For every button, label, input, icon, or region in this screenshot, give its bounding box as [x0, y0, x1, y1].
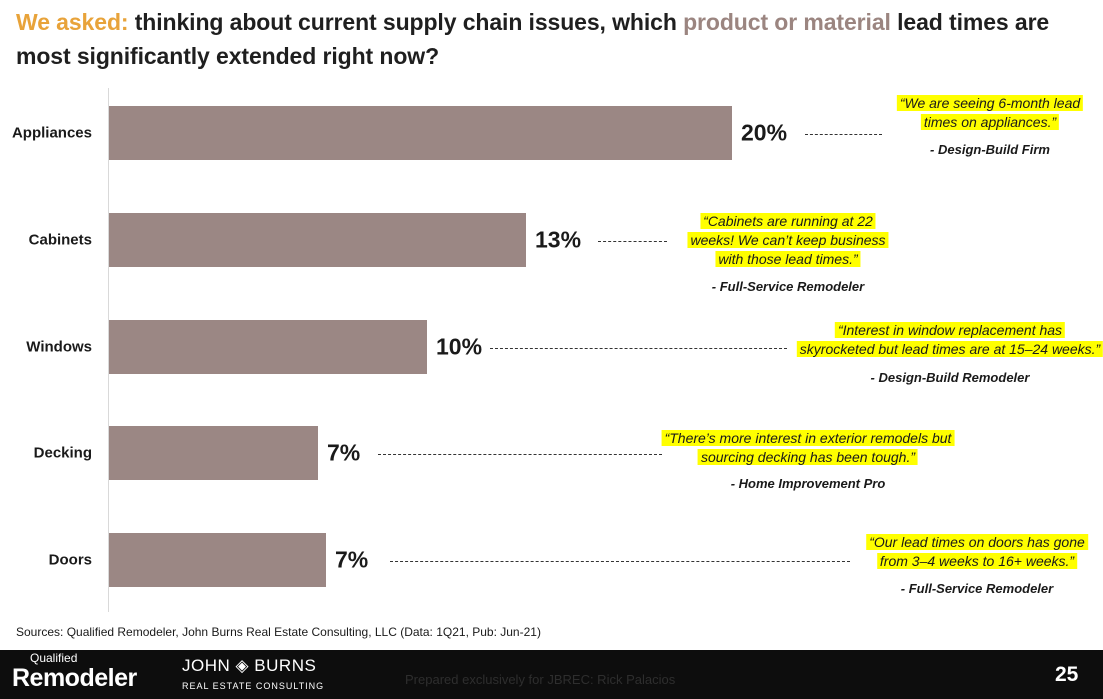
category-label: Appliances	[11, 124, 92, 142]
data-label: 10%	[436, 333, 483, 360]
title-accent: We asked:	[16, 9, 129, 35]
data-label: 7%	[327, 439, 361, 466]
quote-attribution: - Home Improvement Pro	[730, 476, 886, 491]
quote: “There’s more interest in exterior remod…	[661, 429, 955, 467]
quote-line: weeks! We can’t keep business	[687, 232, 889, 248]
quote-attribution: - Full-Service Remodeler	[711, 279, 865, 294]
quote-line: times on appliances.”	[920, 114, 1060, 130]
logo-text: REAL ESTATE CONSULTING	[182, 681, 325, 691]
quote-attribution: - Design-Build Remodeler	[870, 370, 1030, 385]
bar-decking	[109, 426, 318, 480]
title-text-end: lead times are most significantly extend…	[16, 9, 1050, 69]
quote-line: “We are seeing 6-month lead	[896, 95, 1084, 111]
quote-line: from 3–4 weeks to 16+ weeks.”	[876, 553, 1078, 569]
title-highlight: product or material	[683, 9, 891, 35]
category-axis	[108, 88, 109, 612]
logo-text: JOHN ◈ BURNS	[182, 656, 317, 675]
data-label: 20%	[741, 119, 788, 146]
quote-line: “There’s more interest in exterior remod…	[661, 430, 955, 446]
quote: “We are seeing 6-month lead times on appl…	[896, 94, 1084, 132]
quote: “Cabinets are running at 22 weeks! We can…	[687, 212, 889, 269]
bar-appliances	[109, 106, 732, 160]
bar-doors	[109, 533, 326, 587]
data-label: 7%	[335, 546, 369, 573]
page-number: 25	[1055, 663, 1079, 686]
leader-line	[598, 241, 667, 242]
category-label: Windows	[26, 338, 92, 356]
source-note: Sources: Qualified Remodeler, John Burns…	[16, 625, 541, 639]
quote-line: “Interest in window replacement has	[834, 322, 1066, 338]
logo-text: Remodeler	[12, 664, 137, 692]
quote-line: with those lead times.”	[715, 251, 861, 267]
title-text: thinking about current supply chain issu…	[128, 9, 684, 35]
leader-line	[490, 348, 787, 349]
category-label: Cabinets	[28, 231, 92, 249]
quote-line: skyrocketed but lead times are at 15–24 …	[796, 341, 1103, 357]
category-label: Doors	[48, 551, 92, 569]
leader-line	[805, 134, 882, 135]
quote-attribution: - Full-Service Remodeler	[900, 581, 1054, 596]
logo-text: Qualified	[30, 651, 78, 665]
footer: Qualified Remodeler JOHN ◈ BURNS REAL ES…	[0, 650, 1103, 699]
quote: “Our lead times on doors has gone from 3–…	[866, 533, 1088, 571]
bar-windows	[109, 320, 427, 374]
data-label: 13%	[535, 226, 582, 253]
quote: “Interest in window replacement has skyro…	[796, 321, 1103, 359]
prepared-for-note: Prepared exclusively for JBREC: Rick Pal…	[405, 672, 676, 687]
quote-line: “Cabinets are running at 22	[700, 213, 876, 229]
leader-line	[378, 454, 662, 455]
quote-attribution: - Design-Build Firm	[930, 142, 1050, 157]
quote-line: sourcing decking has been tough.”	[697, 449, 919, 465]
leader-line	[390, 561, 850, 562]
bar-cabinets	[109, 213, 526, 267]
slide-title: We asked: thinking about current supply …	[16, 5, 1096, 73]
quote-line: “Our lead times on doors has gone	[866, 534, 1088, 550]
category-label: Decking	[33, 444, 92, 462]
